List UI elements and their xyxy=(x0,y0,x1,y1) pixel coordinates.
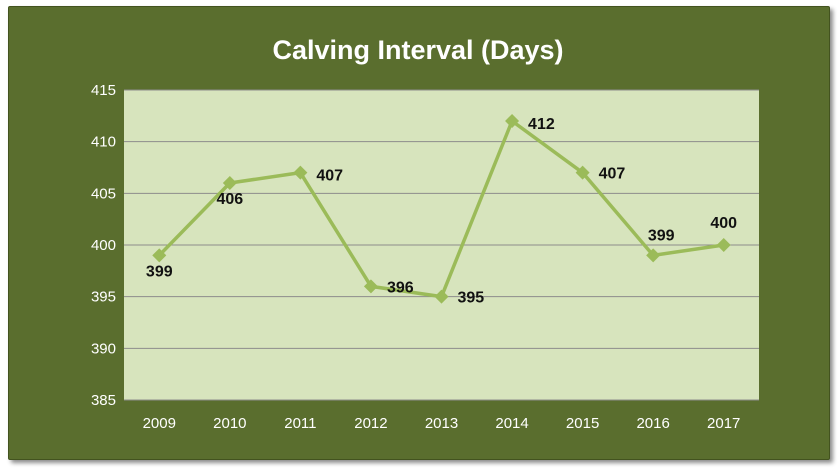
x-axis-ticks: 2009 2010 2011 2012 2013 2014 2015 2016 2017 xyxy=(143,415,741,432)
y-axis-ticks: 385 390 395 400 405 410 415 xyxy=(91,82,116,409)
x-tick-label: 2009 xyxy=(143,415,176,432)
data-label: 400 xyxy=(710,215,737,232)
x-tick-label: 2011 xyxy=(284,415,316,432)
x-tick-label: 2015 xyxy=(566,415,599,432)
data-point-marker xyxy=(152,248,167,263)
data-point-marker xyxy=(222,176,237,190)
x-tick-label: 2014 xyxy=(495,415,528,432)
x-tick-label: 2013 xyxy=(425,415,458,432)
data-label: 399 xyxy=(648,227,675,244)
series xyxy=(152,114,731,304)
y-tick-label: 395 xyxy=(91,289,116,306)
data-label: 396 xyxy=(387,279,414,296)
chart-frame: Calving Interval (Days) 385 390 395 400 405 4… xyxy=(8,6,830,460)
y-tick-label: 410 xyxy=(91,134,116,151)
data-label: 407 xyxy=(599,166,626,183)
x-tick-label: 2016 xyxy=(636,415,669,432)
y-tick-label: 400 xyxy=(91,237,116,254)
data-label: 406 xyxy=(216,191,243,208)
data-point-marker xyxy=(716,238,731,252)
chart-title: Calving Interval (Days) xyxy=(272,35,563,65)
line-chart: Calving Interval (Days) 385 390 395 400 405 4… xyxy=(91,35,759,432)
data-point-marker xyxy=(505,114,520,128)
data-point-marker xyxy=(293,165,308,180)
data-label: 399 xyxy=(146,263,173,280)
data-label: 395 xyxy=(458,290,485,307)
data-point-marker xyxy=(575,165,590,180)
y-tick-label: 385 xyxy=(91,392,116,409)
y-tick-label: 405 xyxy=(91,185,116,202)
x-tick-label: 2017 xyxy=(707,415,740,432)
x-tick-label: 2012 xyxy=(354,415,387,432)
data-label: 412 xyxy=(528,116,555,133)
y-tick-label: 415 xyxy=(91,82,116,99)
data-point-marker xyxy=(434,289,449,304)
data-point-marker xyxy=(363,279,378,294)
data-label: 407 xyxy=(316,168,343,185)
data-labels: 399 406 407 396 395 412 407 399 400 xyxy=(146,116,737,307)
x-tick-label: 2010 xyxy=(213,415,246,432)
data-point-marker xyxy=(646,248,661,263)
y-tick-label: 390 xyxy=(91,340,116,357)
